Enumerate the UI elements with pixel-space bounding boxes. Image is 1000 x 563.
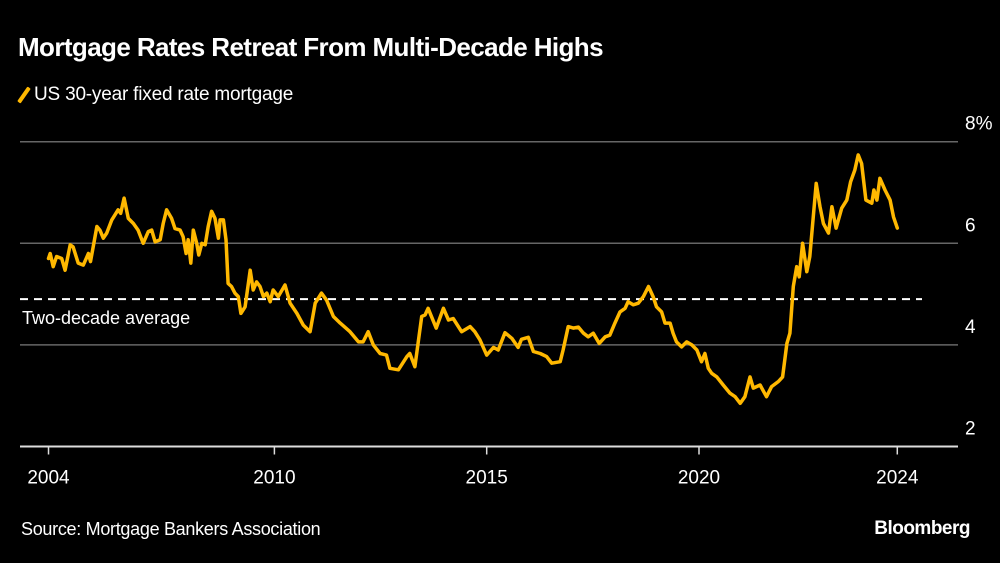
legend: US 30-year fixed rate mortgage — [17, 84, 294, 106]
x-tick-label: 2024 — [876, 468, 919, 489]
x-tick-label: 2010 — [253, 468, 295, 489]
y-tick-label: 2 — [965, 419, 976, 440]
bloomberg-logo: Bloomberg — [874, 518, 970, 539]
source-note: Source: Mortgage Bankers Association — [21, 519, 321, 539]
average-label: Two-decade average — [22, 308, 190, 328]
legend-label: US 30-year fixed rate mortgage — [34, 84, 294, 105]
x-tick-label: 2015 — [466, 468, 508, 489]
y-tick-label: 4 — [965, 317, 976, 338]
series-line-mortgage-rate — [46, 153, 900, 406]
y-tick-label: 6 — [965, 215, 976, 236]
y-tick-label: 8% — [965, 114, 993, 135]
chart-title: Mortgage Rates Retreat From Multi-Decade… — [18, 32, 604, 62]
x-tick-label: 2020 — [678, 468, 720, 489]
x-tick-label: 2004 — [27, 468, 70, 489]
